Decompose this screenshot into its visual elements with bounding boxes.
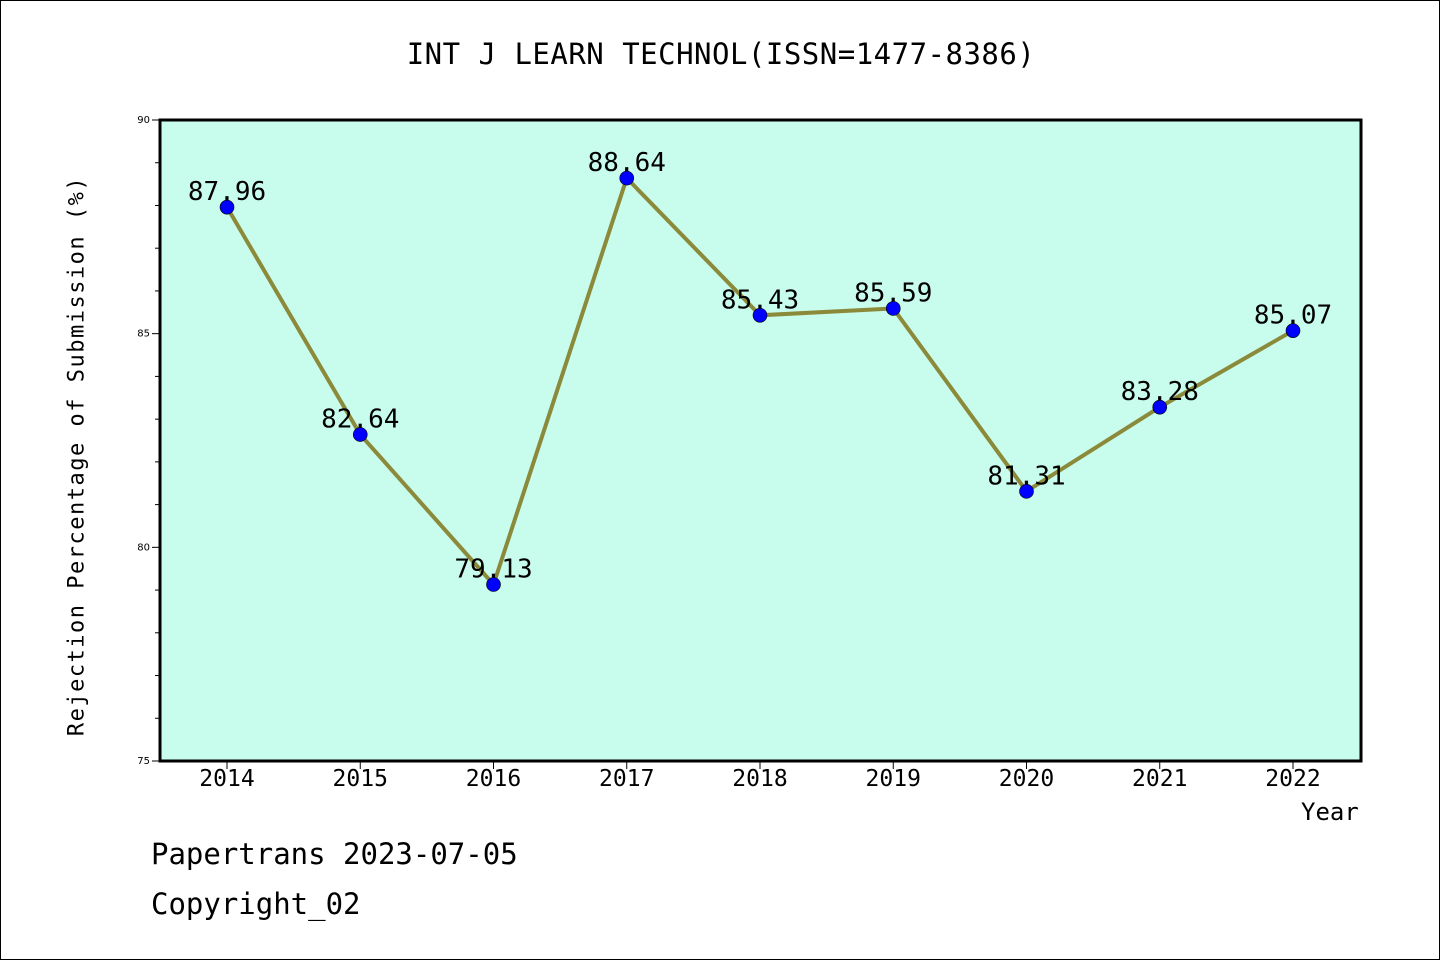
footer-date-text: Papertrans 2023-07-05 — [151, 837, 518, 871]
data-point — [352, 427, 368, 442]
x-tick-label: 2016 — [466, 766, 521, 792]
data-label: 85.59 — [854, 278, 932, 308]
y-tick-label: 90 — [137, 115, 150, 126]
x-tick-label: 2015 — [333, 766, 388, 792]
data-label: 79.13 — [454, 555, 532, 585]
x-tick-label: 2014 — [199, 766, 254, 792]
x-tick-label: 2020 — [999, 766, 1054, 792]
data-label: 88.64 — [588, 148, 666, 178]
x-tick-label: 2019 — [866, 766, 921, 792]
data-label: 82.64 — [321, 405, 399, 435]
data-point — [1285, 323, 1301, 338]
x-tick-label: 2018 — [732, 766, 787, 792]
data-label: 85.43 — [721, 285, 799, 315]
data-point — [486, 577, 501, 592]
data-point — [219, 199, 235, 215]
footer-copyright-text: Copyright_02 — [151, 887, 361, 921]
x-axis-label: Year — [1301, 798, 1359, 826]
y-tick-label: 85 — [137, 329, 150, 340]
plot-border — [158, 118, 1363, 763]
data-point — [619, 170, 635, 186]
data-label: 83.28 — [1121, 377, 1199, 407]
data-point — [885, 301, 901, 316]
x-tick-label: 2022 — [1265, 766, 1320, 792]
chart-title: INT J LEARN TECHNOL(ISSN=1477-8386) — [406, 37, 1036, 71]
data-label: 87.96 — [188, 177, 266, 207]
data-point — [752, 307, 768, 323]
y-tick-label: 80 — [137, 542, 150, 553]
y-tick-label: 75 — [137, 756, 150, 767]
data-point — [1019, 484, 1034, 499]
data-label: 81.31 — [987, 461, 1065, 491]
data-point — [1152, 399, 1168, 415]
plot-background — [160, 120, 1361, 761]
data-label: 85.07 — [1254, 301, 1332, 331]
x-tick-label: 2021 — [1132, 766, 1187, 792]
x-tick-label: 2017 — [599, 766, 654, 792]
